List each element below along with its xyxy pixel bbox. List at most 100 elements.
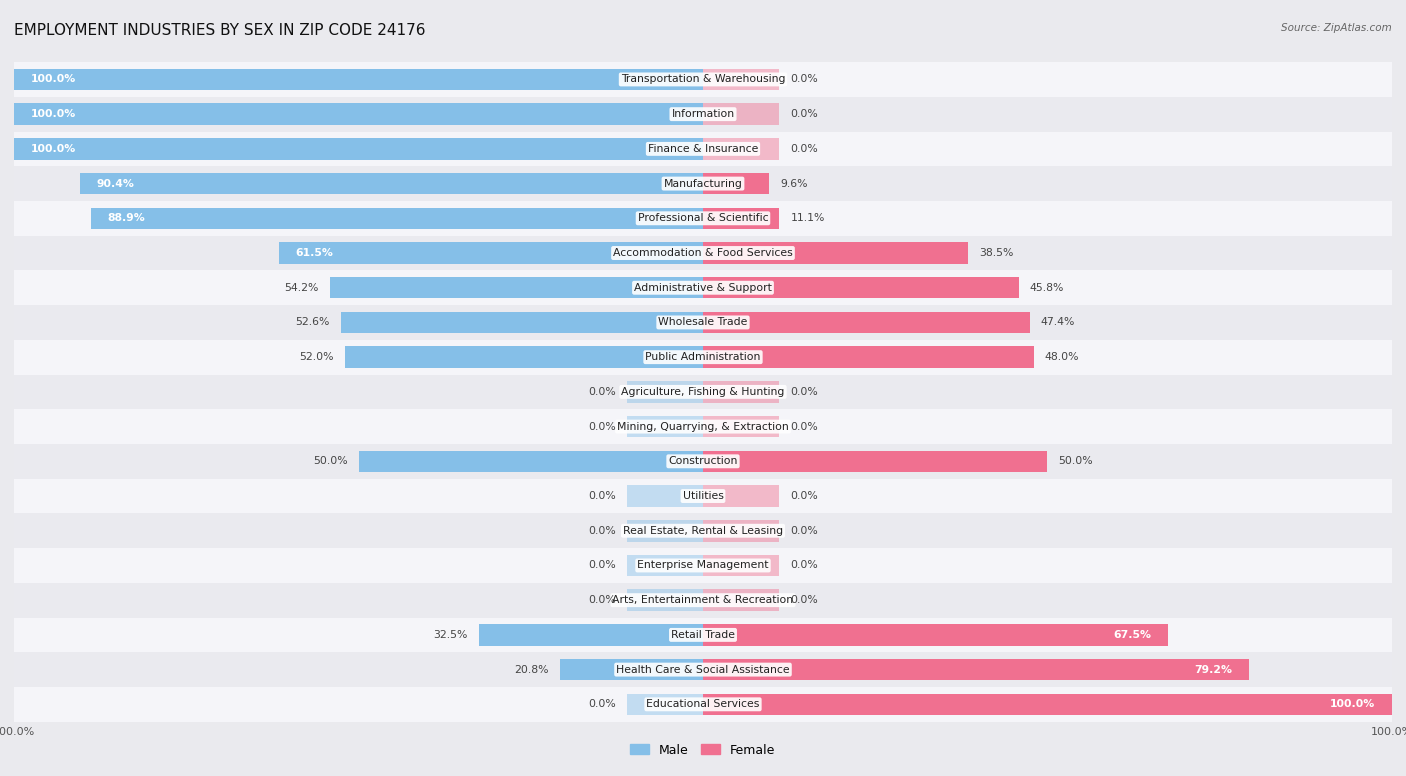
Bar	[703, 694, 1392, 715]
Text: 0.0%: 0.0%	[790, 595, 817, 605]
Bar	[703, 207, 779, 229]
Text: Public Administration: Public Administration	[645, 352, 761, 362]
Bar	[703, 103, 779, 125]
Bar	[703, 381, 779, 403]
Bar	[14, 375, 1392, 409]
Text: 61.5%: 61.5%	[295, 248, 333, 258]
Bar	[479, 624, 703, 646]
Text: Wholesale Trade: Wholesale Trade	[658, 317, 748, 327]
Text: 50.0%: 50.0%	[314, 456, 347, 466]
Bar	[703, 312, 1029, 333]
Bar	[627, 381, 703, 403]
Text: Mining, Quarrying, & Extraction: Mining, Quarrying, & Extraction	[617, 421, 789, 431]
Bar	[703, 451, 1047, 472]
Text: 54.2%: 54.2%	[284, 282, 319, 293]
Text: Construction: Construction	[668, 456, 738, 466]
Bar	[703, 659, 1249, 681]
Text: 79.2%: 79.2%	[1194, 664, 1232, 674]
Bar	[14, 166, 1392, 201]
Text: 0.0%: 0.0%	[589, 421, 616, 431]
Bar	[627, 555, 703, 577]
Text: 9.6%: 9.6%	[780, 178, 807, 189]
Bar	[14, 97, 1392, 131]
Text: 45.8%: 45.8%	[1029, 282, 1064, 293]
Text: 0.0%: 0.0%	[790, 109, 817, 120]
Text: 11.1%: 11.1%	[790, 213, 825, 223]
Bar	[703, 173, 769, 194]
Bar	[560, 659, 703, 681]
Bar	[703, 624, 1168, 646]
Bar	[90, 207, 703, 229]
Bar	[280, 242, 703, 264]
Text: Manufacturing: Manufacturing	[664, 178, 742, 189]
Bar	[14, 687, 1392, 722]
Bar	[14, 409, 1392, 444]
Bar	[703, 485, 779, 507]
Bar	[703, 555, 779, 577]
Bar	[14, 305, 1392, 340]
Text: Retail Trade: Retail Trade	[671, 630, 735, 640]
Text: 100.0%: 100.0%	[31, 109, 76, 120]
Text: 100.0%: 100.0%	[1330, 699, 1375, 709]
Text: Source: ZipAtlas.com: Source: ZipAtlas.com	[1281, 23, 1392, 33]
Text: 0.0%: 0.0%	[790, 74, 817, 85]
Bar	[14, 62, 1392, 97]
Bar	[14, 653, 1392, 687]
Text: 47.4%: 47.4%	[1040, 317, 1076, 327]
Bar	[703, 590, 779, 611]
Bar	[703, 277, 1018, 299]
Text: Accommodation & Food Services: Accommodation & Food Services	[613, 248, 793, 258]
Bar	[14, 270, 1392, 305]
Bar	[14, 340, 1392, 375]
Bar	[703, 346, 1033, 368]
Bar	[14, 68, 703, 90]
Text: 0.0%: 0.0%	[589, 560, 616, 570]
Text: 52.6%: 52.6%	[295, 317, 329, 327]
Bar	[14, 131, 1392, 166]
Bar	[14, 103, 703, 125]
Bar	[14, 201, 1392, 236]
Text: Professional & Scientific: Professional & Scientific	[638, 213, 768, 223]
Text: 88.9%: 88.9%	[107, 213, 145, 223]
Text: Information: Information	[672, 109, 734, 120]
Text: EMPLOYMENT INDUSTRIES BY SEX IN ZIP CODE 24176: EMPLOYMENT INDUSTRIES BY SEX IN ZIP CODE…	[14, 23, 426, 38]
Bar	[14, 138, 703, 160]
Bar	[359, 451, 703, 472]
Text: 0.0%: 0.0%	[790, 387, 817, 397]
Bar	[703, 416, 779, 438]
Bar	[627, 520, 703, 542]
Text: 90.4%: 90.4%	[97, 178, 135, 189]
Text: 100.0%: 100.0%	[31, 144, 76, 154]
Text: 0.0%: 0.0%	[589, 387, 616, 397]
Text: Utilities: Utilities	[682, 491, 724, 501]
Text: 0.0%: 0.0%	[589, 699, 616, 709]
Bar	[627, 485, 703, 507]
Text: Finance & Insurance: Finance & Insurance	[648, 144, 758, 154]
Text: Real Estate, Rental & Leasing: Real Estate, Rental & Leasing	[623, 526, 783, 535]
Bar	[14, 444, 1392, 479]
Text: 67.5%: 67.5%	[1114, 630, 1152, 640]
Bar	[703, 520, 779, 542]
Bar	[703, 138, 779, 160]
Text: Enterprise Management: Enterprise Management	[637, 560, 769, 570]
Text: 0.0%: 0.0%	[790, 526, 817, 535]
Text: Administrative & Support: Administrative & Support	[634, 282, 772, 293]
Text: Arts, Entertainment & Recreation: Arts, Entertainment & Recreation	[613, 595, 793, 605]
Text: 0.0%: 0.0%	[790, 491, 817, 501]
Bar	[14, 514, 1392, 548]
Text: 52.0%: 52.0%	[299, 352, 333, 362]
Bar	[627, 694, 703, 715]
Text: 0.0%: 0.0%	[589, 491, 616, 501]
Text: 48.0%: 48.0%	[1045, 352, 1080, 362]
Bar	[14, 236, 1392, 270]
Bar	[627, 416, 703, 438]
Text: 0.0%: 0.0%	[790, 560, 817, 570]
Bar	[344, 346, 703, 368]
Bar	[14, 479, 1392, 514]
Text: 0.0%: 0.0%	[790, 421, 817, 431]
Bar	[340, 312, 703, 333]
Bar	[627, 590, 703, 611]
Text: 0.0%: 0.0%	[589, 526, 616, 535]
Bar	[329, 277, 703, 299]
Text: 20.8%: 20.8%	[515, 664, 548, 674]
